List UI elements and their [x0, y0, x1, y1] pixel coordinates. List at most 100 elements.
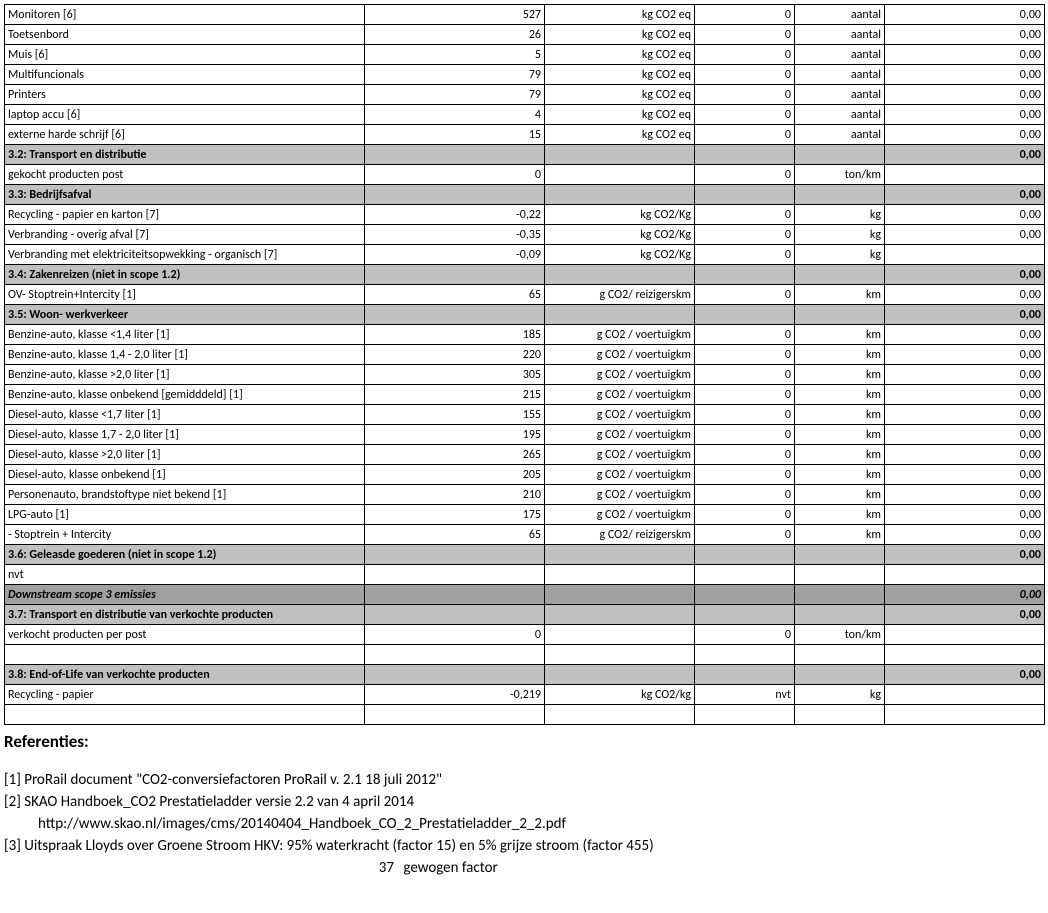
table-cell: 0,00	[885, 665, 1045, 685]
table-cell: kg CO2/Kg	[545, 225, 695, 245]
table-cell: g CO2 / voertuigkm	[545, 345, 695, 365]
table-cell	[365, 605, 545, 625]
table-cell: Multifuncionals	[5, 65, 365, 85]
table-row: Diesel-auto, klasse <1,7 liter [1]155g C…	[5, 405, 1045, 425]
table-cell: 0	[365, 165, 545, 185]
table-cell: - Stoptrein + Intercity	[5, 525, 365, 545]
table-cell: 0,00	[885, 5, 1045, 25]
table-cell: 3.6: Geleasde goederen (niet in scope 1.…	[5, 545, 365, 565]
table-row	[5, 645, 1045, 665]
table-cell: kg	[795, 225, 885, 245]
table-cell: g CO2 / voertuigkm	[545, 425, 695, 445]
references-block: Referenties: [1] ProRail document "CO2-c…	[4, 725, 1044, 879]
table-cell: g CO2 / voertuigkm	[545, 445, 695, 465]
table-cell: 0	[695, 345, 795, 365]
table-cell	[885, 645, 1045, 665]
table-cell: g CO2 / voertuigkm	[545, 365, 695, 385]
table-cell: nvt	[695, 685, 795, 705]
table-cell: Diesel-auto, klasse <1,7 liter [1]	[5, 405, 365, 425]
emissions-table: Monitoren [6]527kg CO2 eq0aantal0,00Toet…	[4, 4, 1045, 725]
table-cell: Benzine-auto, klasse onbekend [gemidddel…	[5, 385, 365, 405]
table-row: - Stoptrein + Intercity65g CO2/ reiziger…	[5, 525, 1045, 545]
table-cell: 0,00	[885, 585, 1045, 605]
table-cell: -0,09	[365, 245, 545, 265]
table-cell	[5, 645, 365, 665]
table-cell: Printers	[5, 85, 365, 105]
table-cell: 15	[365, 125, 545, 145]
table-cell: 0	[365, 625, 545, 645]
table-cell: Monitoren [6]	[5, 5, 365, 25]
table-row: 3.8: End-of-Life van verkochte producten…	[5, 665, 1045, 685]
table-cell	[795, 705, 885, 725]
table-cell: 0	[695, 125, 795, 145]
table-cell: 3.4: Zakenreizen (niet in scope 1.2)	[5, 265, 365, 285]
table-cell: 0	[695, 245, 795, 265]
table-cell: 4	[365, 105, 545, 125]
table-cell: Benzine-auto, klasse <1,4 liter [1]	[5, 325, 365, 345]
table-cell	[795, 185, 885, 205]
table-row: laptop accu [6]4kg CO2 eq0aantal0,00	[5, 105, 1045, 125]
table-cell: 0,00	[885, 185, 1045, 205]
table-cell: aantal	[795, 45, 885, 65]
table-cell: km	[795, 365, 885, 385]
table-cell	[545, 165, 695, 185]
table-cell: nvt	[5, 565, 365, 585]
table-cell: 210	[365, 485, 545, 505]
table-cell: km	[795, 525, 885, 545]
table-cell: 0	[695, 405, 795, 425]
table-row: Verbranding - overig afval [7]-0,35kg CO…	[5, 225, 1045, 245]
table-cell: 305	[365, 365, 545, 385]
table-cell: 0	[695, 525, 795, 545]
table-cell	[365, 665, 545, 685]
table-cell	[695, 705, 795, 725]
table-cell: externe harde schrijf [6]	[5, 125, 365, 145]
table-cell	[545, 565, 695, 585]
table-cell: 0,00	[885, 425, 1045, 445]
table-cell: 0	[695, 505, 795, 525]
table-cell: 0	[695, 225, 795, 245]
table-cell: kg	[795, 245, 885, 265]
table-cell: km	[795, 465, 885, 485]
table-cell: 0	[695, 365, 795, 385]
table-cell	[365, 305, 545, 325]
table-cell: 3.3: Bedrijfsafval	[5, 185, 365, 205]
table-cell: 0,00	[885, 145, 1045, 165]
table-cell	[545, 145, 695, 165]
table-row: LPG-auto [1]175g CO2 / voertuigkm0km0,00	[5, 505, 1045, 525]
table-cell	[545, 545, 695, 565]
table-cell: Verbranding met elektriciteitsopwekking …	[5, 245, 365, 265]
table-cell: 3.5: Woon- werkverkeer	[5, 305, 365, 325]
table-cell: aantal	[795, 25, 885, 45]
table-cell: OV- Stoptrein+Intercity [1]	[5, 285, 365, 305]
table-cell: km	[795, 405, 885, 425]
table-cell	[885, 625, 1045, 645]
table-cell: 265	[365, 445, 545, 465]
table-cell: km	[795, 385, 885, 405]
table-row: Diesel-auto, klasse onbekend [1]205g CO2…	[5, 465, 1045, 485]
table-cell: LPG-auto [1]	[5, 505, 365, 525]
table-cell: 0	[695, 465, 795, 485]
table-cell	[795, 265, 885, 285]
table-row: 3.6: Geleasde goederen (niet in scope 1.…	[5, 545, 1045, 565]
table-cell: km	[795, 445, 885, 465]
table-cell	[885, 245, 1045, 265]
table-row: externe harde schrijf [6]15kg CO2 eq0aan…	[5, 125, 1045, 145]
table-cell	[365, 585, 545, 605]
table-cell: 220	[365, 345, 545, 365]
factor-label: gewogen factor	[403, 859, 497, 877]
table-cell: 0	[695, 165, 795, 185]
table-cell: g CO2 / voertuigkm	[545, 385, 695, 405]
table-cell: Diesel-auto, klasse >2,0 liter [1]	[5, 445, 365, 465]
table-cell: g CO2 / voertuigkm	[545, 325, 695, 345]
table-cell: 0	[695, 285, 795, 305]
table-cell: kg CO2/Kg	[545, 205, 695, 225]
table-cell: 65	[365, 285, 545, 305]
table-cell: 65	[365, 525, 545, 545]
table-cell: 0,00	[885, 125, 1045, 145]
table-cell	[545, 605, 695, 625]
table-cell: g CO2 / voertuigkm	[545, 465, 695, 485]
table-cell: g CO2 / voertuigkm	[545, 405, 695, 425]
table-cell	[545, 625, 695, 645]
table-cell: 0,00	[885, 265, 1045, 285]
table-cell: Recycling - papier en karton [7]	[5, 205, 365, 225]
